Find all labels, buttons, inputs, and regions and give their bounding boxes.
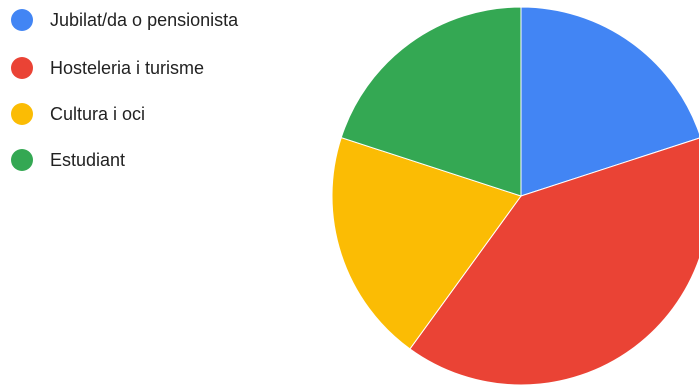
legend-swatch-cultura (11, 103, 33, 125)
legend-item-cultura[interactable]: Cultura i oci (11, 103, 145, 125)
legend-label-jubilat: Jubilat/da o pensionista (50, 10, 239, 30)
legend-label-cultura: Cultura i oci (50, 104, 146, 124)
legend-item-jubilat[interactable]: Jubilat/da o pensionista (11, 9, 238, 31)
legend-label-estudiant: Estudiant (50, 150, 126, 170)
legend-label-hosteleria: Hosteleria i turisme (50, 58, 205, 78)
legend-swatch-jubilat (11, 9, 33, 31)
legend-item-hosteleria[interactable]: Hosteleria i turisme (11, 57, 204, 79)
pie-slice-estudiant[interactable] (340, 6, 522, 197)
pie-slice-jubilat[interactable] (520, 6, 699, 197)
legend-swatch-estudiant (11, 149, 33, 171)
pie-slice-hosteleria[interactable] (409, 137, 699, 385)
pie-slice-cultura[interactable] (331, 136, 522, 350)
legend-item-estudiant[interactable]: Estudiant (11, 149, 125, 171)
legend-swatch-hosteleria (11, 57, 33, 79)
